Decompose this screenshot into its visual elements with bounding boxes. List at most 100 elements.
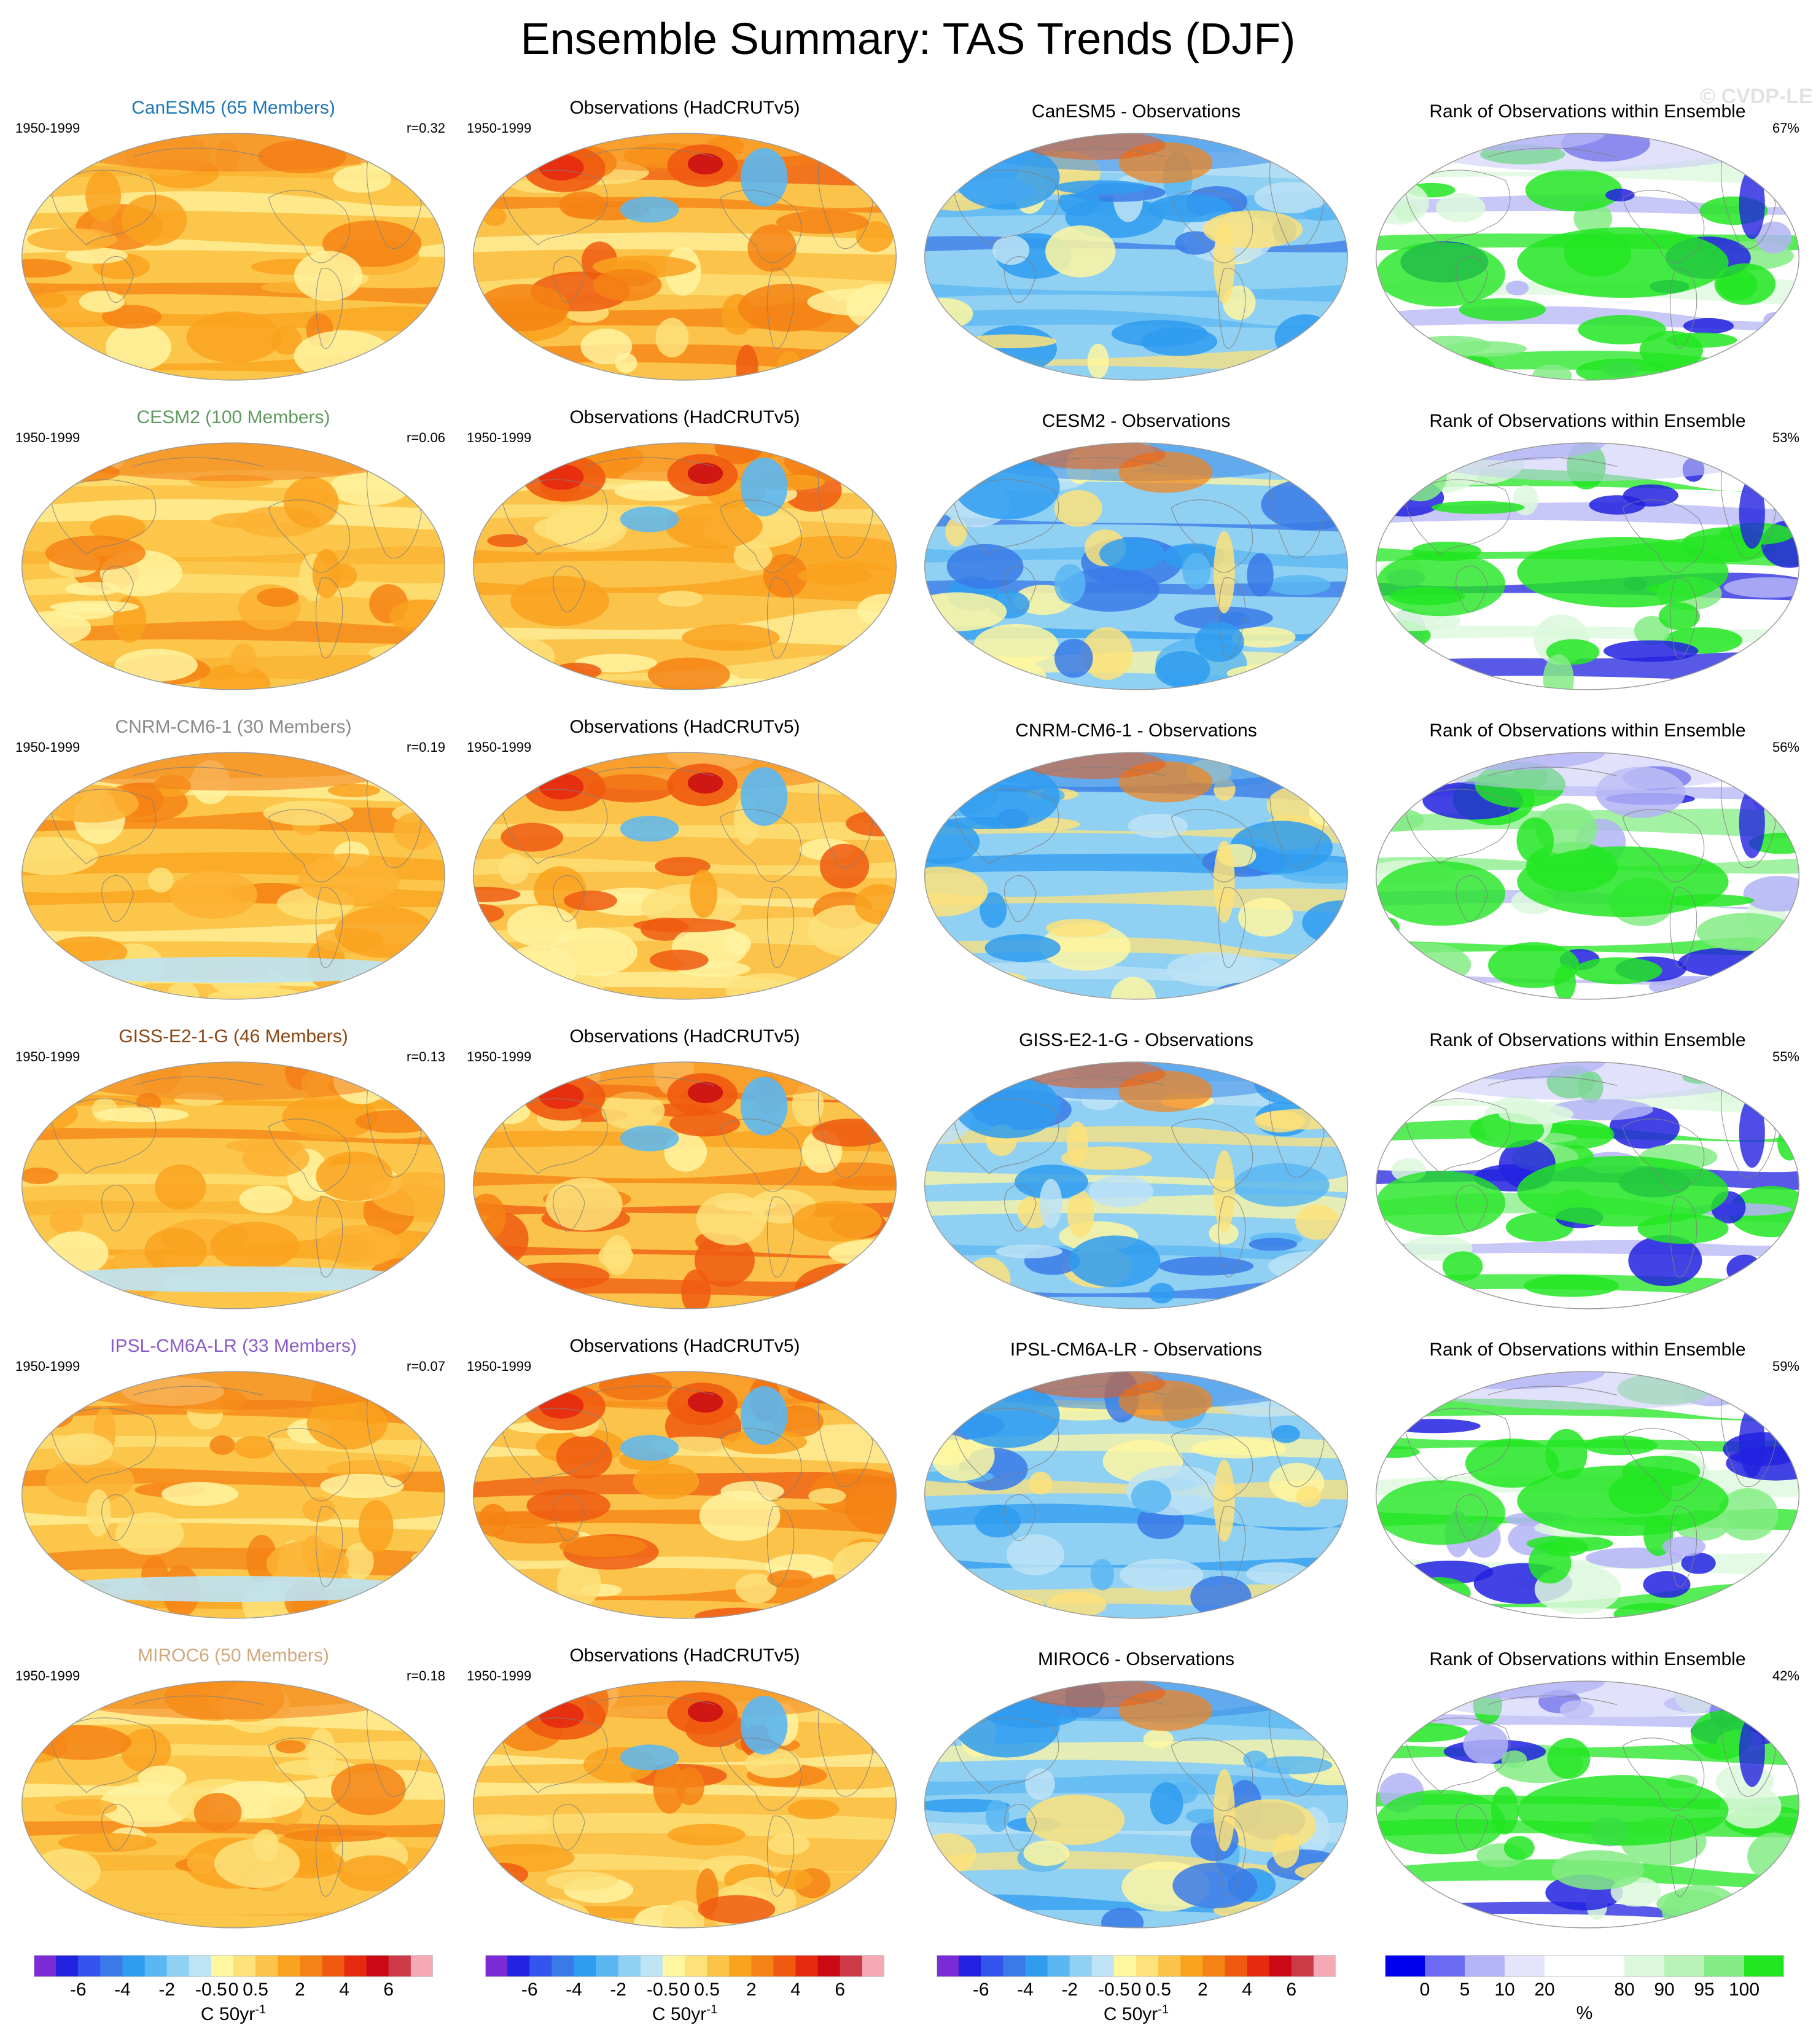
colorbar-swatch [507, 1955, 530, 1977]
colorbar-swatch [144, 1955, 168, 1977]
period-label: 1950-1999 [467, 1359, 532, 1374]
model-map [21, 1680, 446, 1929]
period-label: 1950-1999 [15, 1359, 80, 1374]
colorbar-swatch [1385, 1955, 1425, 1977]
diff-map [924, 133, 1349, 381]
map-border [21, 442, 446, 690]
panel-title: CanESM5 (65 Members) [131, 98, 335, 118]
colorbar-swatch [840, 1955, 863, 1977]
colorbar-swatch [410, 1955, 433, 1977]
model-map [21, 1371, 446, 1619]
colorbar-swatch [1136, 1955, 1159, 1977]
difference-panel: CNRM-CM6-1 - Observations [909, 716, 1363, 1023]
colorbar-tick-label: -6 [972, 1980, 989, 2000]
difference-panel: GISS-E2-1-G - Observations [909, 1026, 1363, 1333]
colorbar-tick-label: 6 [383, 1980, 394, 2000]
colorbar-swatch [1584, 1955, 1625, 1977]
obs-map [472, 1061, 897, 1309]
pattern-correlation-label: r=0.06 [407, 430, 445, 445]
page-title: Ensemble Summary: TAS Trends (DJF) [520, 15, 1296, 64]
map-border [1375, 442, 1800, 690]
colorbar-swatch [1624, 1955, 1665, 1977]
colorbar-swatch [1269, 1955, 1292, 1977]
period-label: 1950-1999 [467, 430, 532, 445]
observations-trend-panel: Observations (HadCRUTv5) 1950-1999 [458, 1026, 912, 1333]
coastline-outline [502, 147, 873, 349]
period-label: 1950-1999 [15, 430, 80, 445]
colorbar-unit-label: C 50yr-1 [1103, 2003, 1169, 2024]
map-border [21, 752, 446, 1000]
colorbar-swatch [981, 1955, 1003, 1977]
obs-map-fill [473, 1371, 897, 1618]
map-border [1375, 1371, 1800, 1619]
model-map [21, 442, 446, 690]
colorbar-tick-label: 20 [1534, 1980, 1555, 2000]
colorbar-swatch [366, 1955, 389, 1977]
colorbar-swatch [1545, 1955, 1585, 1977]
map-border [924, 1680, 1349, 1929]
diff-map-fill [924, 443, 1348, 690]
panel-title: Rank of Observations within Ensemble [1429, 1649, 1746, 1669]
colorbar-swatch [1047, 1955, 1070, 1977]
map-border [472, 442, 897, 690]
colorbar-tick-labels: -6 -4 -2 -0.5 0 0.5 2 4 6 [34, 1977, 433, 2002]
colorbar-swatch [1069, 1955, 1093, 1977]
colorbar-swatches [485, 1955, 884, 1977]
colorbar-tick-label: 95 [1694, 1980, 1715, 2000]
colorbar-tick-labels: -6 -4 -2 -0.5 0 0.5 2 4 6 [485, 1977, 884, 2002]
observations-trend-panel: Observations (HadCRUTv5) 1950-1999 [458, 716, 912, 1023]
rank-panel: Rank of Observations within Ensemble 42% [1360, 1645, 1815, 1952]
diff-map-fill [924, 752, 1348, 999]
colorbar-swatch [255, 1955, 278, 1977]
period-label: 1950-1999 [15, 1668, 80, 1683]
colorbar-tick-label: -6 [69, 1980, 87, 2000]
rank-map-fill [1376, 752, 1799, 999]
period-label: 1950-1999 [467, 739, 532, 755]
model-map-fill [21, 1681, 445, 1928]
colorbar-tick-label: -4 [566, 1980, 582, 2000]
watermark: © CVDP-LE [1700, 85, 1813, 108]
map-border [924, 752, 1349, 1000]
rank-map [1375, 1061, 1800, 1309]
model-trend-panel: CanESM5 (65 Members) 1950-1999 r=0.32 [6, 97, 461, 404]
obs-map [472, 133, 897, 381]
obs-map [472, 752, 897, 1000]
panel-title: Observations (HadCRUTv5) [569, 1645, 800, 1666]
panel-title: GISS-E2-1-G - Observations [1019, 1030, 1253, 1050]
colorbar-swatch [1465, 1955, 1505, 1977]
difference-panel: MIROC6 - Observations [909, 1645, 1363, 1952]
panel-title: Observations (HadCRUTv5) [569, 407, 800, 427]
map-border [21, 1061, 446, 1309]
map-border [21, 133, 446, 381]
rank-percent-label: 67% [1772, 120, 1799, 136]
colorbar-tick-label: 100 [1728, 1980, 1760, 2000]
colorbar-swatch [1247, 1955, 1270, 1977]
colorbar-swatch [551, 1955, 574, 1977]
colorbar-swatch [1225, 1955, 1248, 1977]
period-label: 1950-1999 [467, 1049, 532, 1064]
rank-map [1375, 1680, 1800, 1929]
colorbar-swatch [1744, 1955, 1784, 1977]
obs-map-fill [473, 752, 897, 999]
colorbar-tick-label: -2 [158, 1980, 175, 2000]
colorbar-tick-label: -6 [521, 1980, 538, 2000]
observations-trend-panel: Observations (HadCRUTv5) 1950-1999 [458, 1335, 912, 1642]
panel-title: MIROC6 (50 Members) [138, 1645, 329, 1666]
colorbar-swatch [662, 1955, 685, 1977]
colorbar-swatch [1425, 1955, 1465, 1977]
model-trend-panel: IPSL-CM6A-LR (33 Members) 1950-1999 r=0.07 [6, 1335, 461, 1642]
difference-panel: IPSL-CM6A-LR - Observations [909, 1335, 1363, 1642]
colorbar-tick-label: -2 [1061, 1980, 1078, 2000]
colorbar-swatch [959, 1955, 981, 1977]
colorbar-unit-label: C 50yr-1 [652, 2003, 718, 2024]
colorbar-tick-label: 80 [1614, 1980, 1635, 2000]
colorbar-swatches [1385, 1955, 1784, 1977]
colorbar-tick-label: 0.5 [694, 1980, 720, 2000]
model-map [21, 133, 446, 381]
colorbar-swatch [1202, 1955, 1225, 1977]
rank-panel: Rank of Observations within Ensemble 53% [1360, 407, 1815, 714]
rank-map-fill [1376, 133, 1799, 380]
period-label: 1950-1999 [467, 120, 532, 136]
coastline-outline [502, 1386, 873, 1587]
coastline-outline [1405, 1386, 1776, 1587]
